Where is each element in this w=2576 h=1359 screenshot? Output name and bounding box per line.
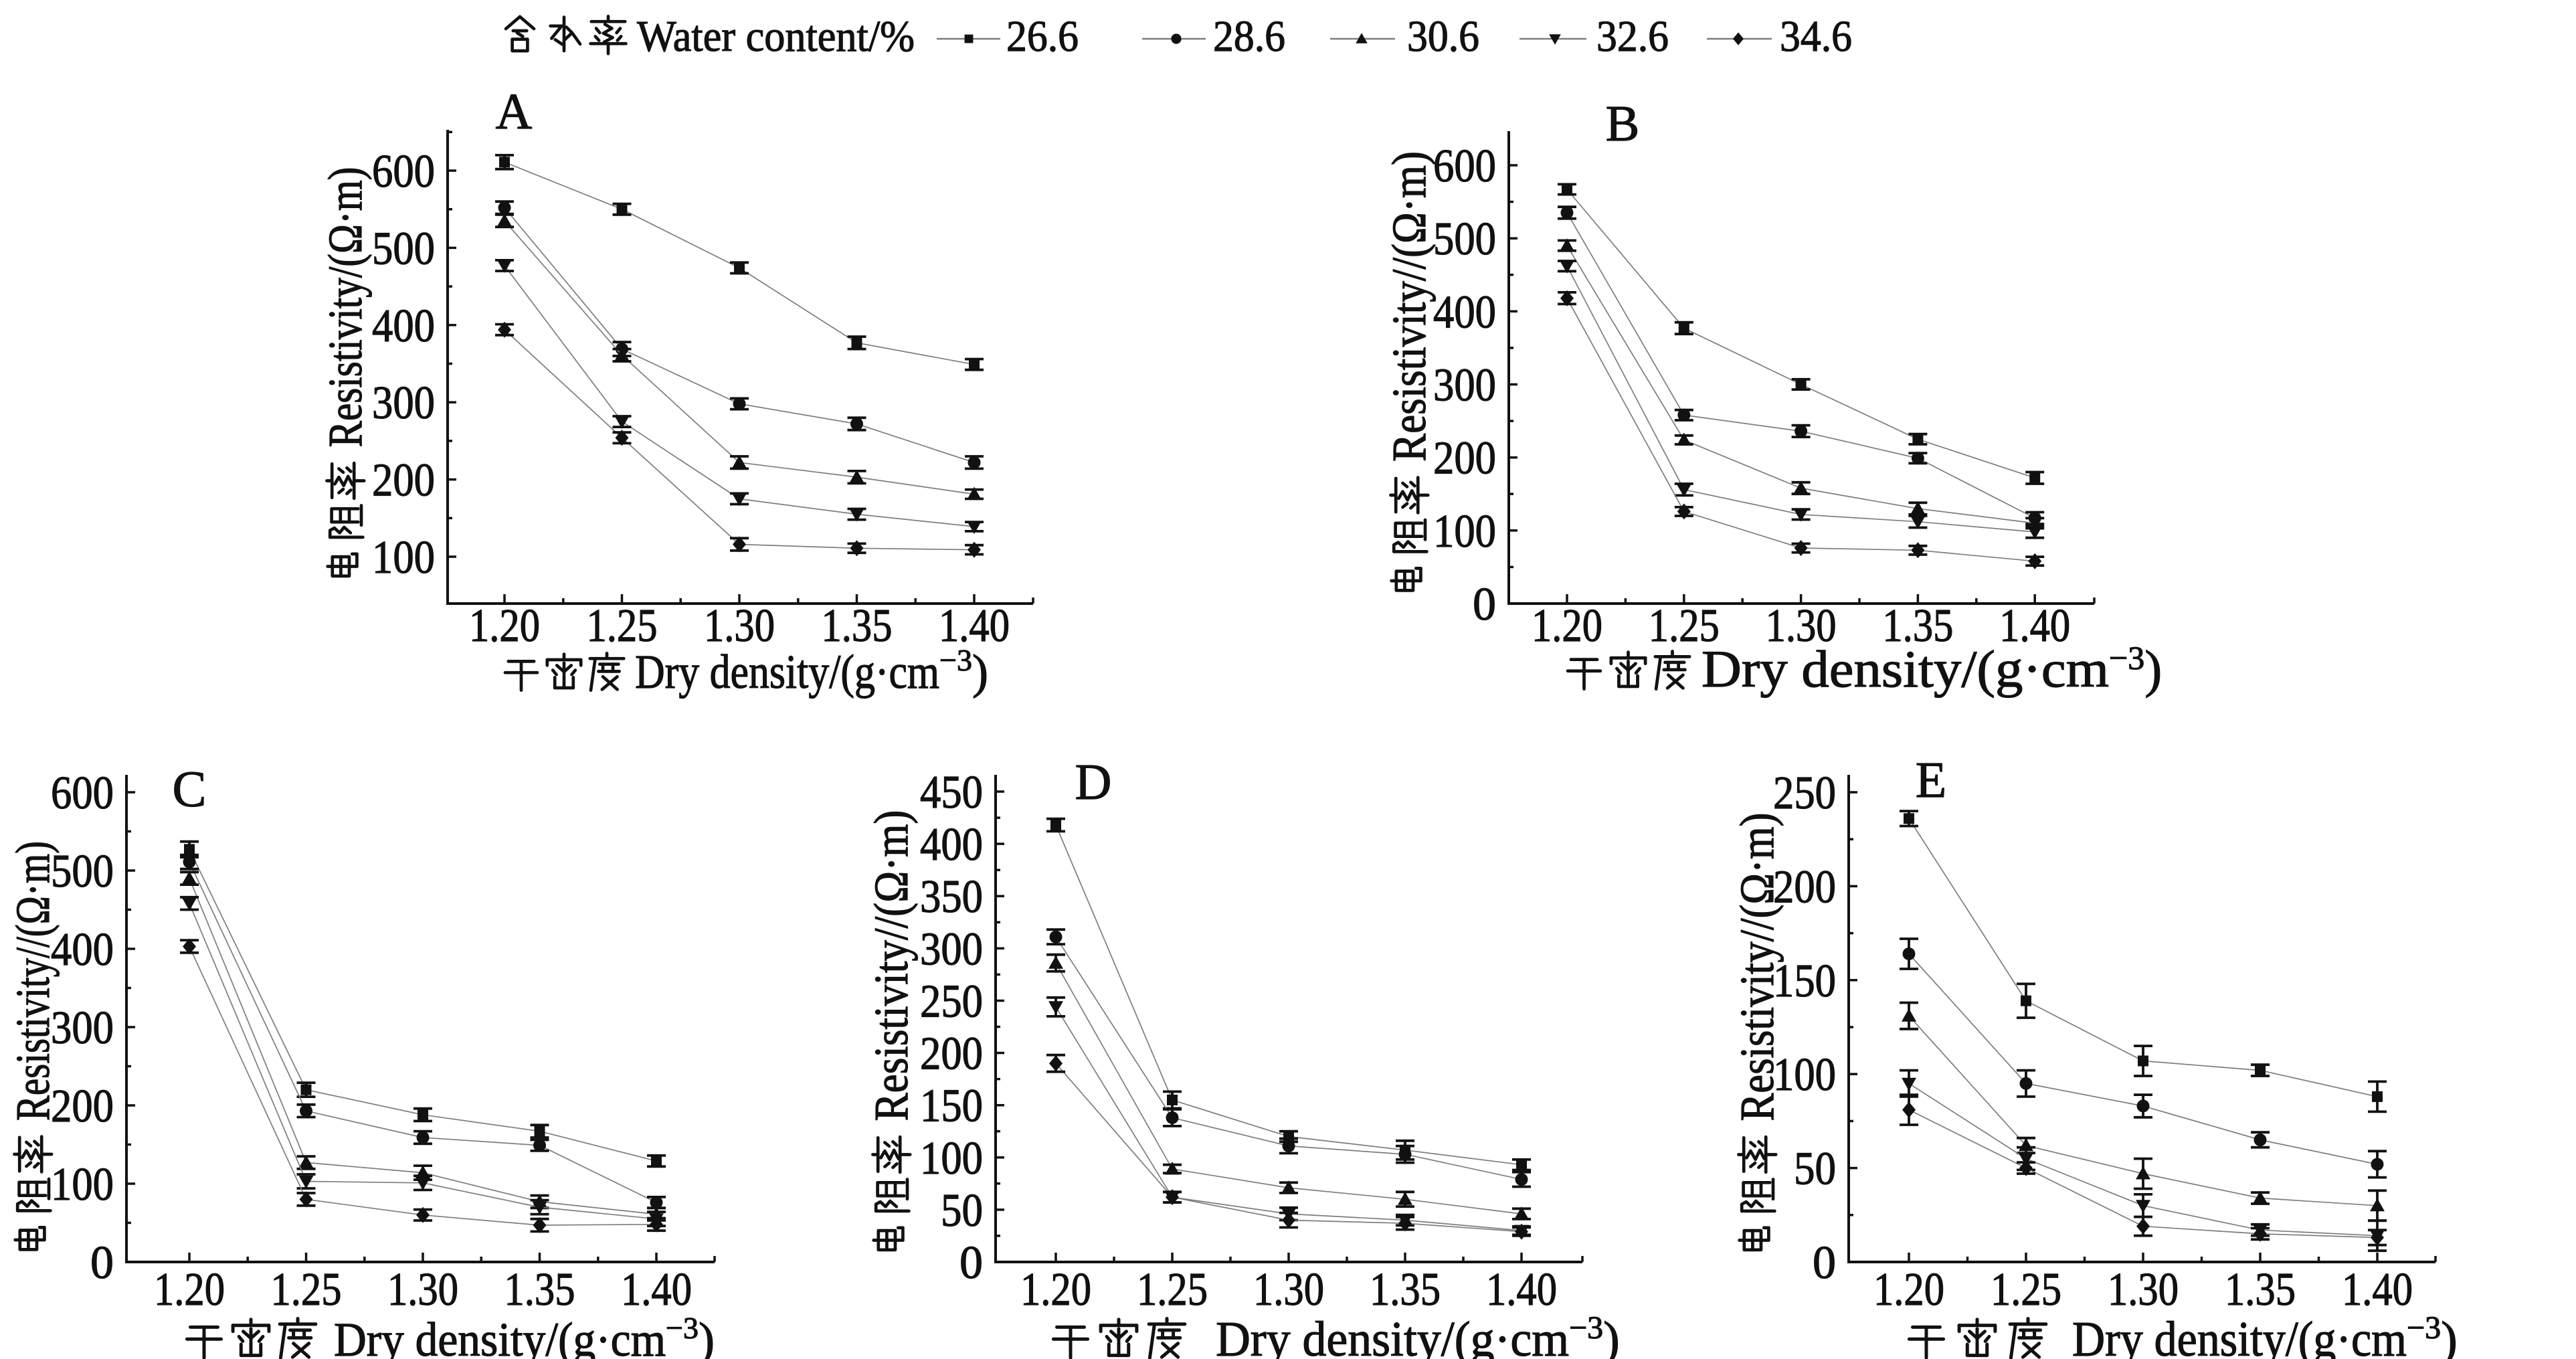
svg-text:1.40: 1.40: [2342, 1264, 2413, 1316]
svg-text:100: 100: [1773, 1049, 1836, 1101]
svg-text:30.6: 30.6: [1407, 12, 1479, 61]
svg-text:1.25: 1.25: [1137, 1264, 1208, 1316]
svg-text:Resistivity//(Ω·m): Resistivity//(Ω·m): [6, 841, 60, 1121]
svg-text:1.25: 1.25: [1991, 1264, 2061, 1316]
svg-text:0: 0: [90, 1237, 114, 1289]
svg-text:400: 400: [372, 300, 435, 352]
svg-text:1.20: 1.20: [469, 600, 540, 652]
svg-text:400: 400: [51, 924, 114, 976]
svg-text:400: 400: [1433, 286, 1496, 338]
svg-text:600: 600: [51, 767, 114, 819]
svg-text:150: 150: [1773, 956, 1836, 1007]
svg-text:1.30: 1.30: [1766, 600, 1837, 652]
svg-text:300: 300: [1433, 360, 1496, 412]
svg-text:Dry density/(g·cm−3): Dry density/(g·cm−3): [1216, 1310, 1620, 1359]
svg-text:0: 0: [1473, 579, 1496, 630]
svg-text:Dry density/(g·cm−3): Dry density/(g·cm−3): [334, 1311, 715, 1359]
svg-text:300: 300: [51, 1002, 114, 1054]
svg-text:50: 50: [1794, 1144, 1836, 1195]
svg-text:600: 600: [1433, 141, 1496, 192]
svg-text:500: 500: [1433, 213, 1496, 265]
svg-text:1.40: 1.40: [1486, 1264, 1557, 1316]
svg-text:Resistivity//(Ω·m): Resistivity//(Ω·m): [864, 810, 918, 1121]
svg-text:100: 100: [51, 1159, 114, 1210]
svg-text:1.35: 1.35: [1882, 600, 1953, 652]
svg-text:100: 100: [920, 1133, 983, 1184]
svg-text:100: 100: [372, 532, 435, 583]
svg-text:Water content/%: Water content/%: [637, 12, 915, 61]
svg-text:1.20: 1.20: [1532, 600, 1602, 652]
svg-text:1.35: 1.35: [822, 600, 893, 652]
svg-text:150: 150: [920, 1081, 983, 1132]
svg-text:Dry density/(g·cm−3): Dry density/(g·cm−3): [635, 643, 988, 699]
svg-text:0: 0: [959, 1237, 983, 1289]
svg-text:Dry density/(g·cm−3): Dry density/(g·cm−3): [2072, 1310, 2458, 1359]
svg-text:350: 350: [920, 871, 983, 923]
svg-text:250: 250: [1773, 767, 1836, 819]
svg-text:450: 450: [920, 767, 983, 818]
svg-text:200: 200: [920, 1028, 983, 1080]
svg-text:Dry density/(g·cm−3): Dry density/(g·cm−3): [1701, 639, 2162, 698]
svg-text:1.20: 1.20: [1873, 1264, 1944, 1316]
svg-text:1.20: 1.20: [1020, 1264, 1091, 1316]
svg-text:400: 400: [920, 819, 983, 871]
svg-text:1.35: 1.35: [2225, 1264, 2296, 1316]
svg-text:D: D: [1075, 754, 1112, 810]
svg-text:100: 100: [1433, 506, 1496, 557]
svg-text:500: 500: [372, 223, 435, 274]
svg-text:0: 0: [1813, 1237, 1836, 1289]
svg-text:34.6: 34.6: [1780, 12, 1852, 61]
svg-text:1.40: 1.40: [939, 600, 1010, 652]
svg-text:1.30: 1.30: [387, 1264, 458, 1316]
svg-text:Resistivity//(Ω·m): Resistivity//(Ω·m): [1730, 813, 1784, 1121]
svg-text:B: B: [1606, 96, 1640, 152]
svg-text:600: 600: [372, 146, 435, 197]
svg-text:Resistivity/(Ω·m): Resistivity/(Ω·m): [318, 167, 372, 448]
svg-text:1.30: 1.30: [1253, 1264, 1324, 1316]
svg-text:1.35: 1.35: [1370, 1264, 1441, 1316]
svg-text:250: 250: [920, 976, 983, 1028]
svg-text:C: C: [173, 761, 207, 818]
svg-text:200: 200: [1773, 861, 1836, 913]
svg-text:1.40: 1.40: [1999, 600, 2070, 652]
svg-text:1.25: 1.25: [587, 600, 658, 652]
svg-text:200: 200: [51, 1081, 114, 1132]
svg-text:200: 200: [1433, 433, 1496, 484]
svg-text:1.30: 1.30: [704, 600, 775, 652]
svg-text:28.6: 28.6: [1213, 12, 1285, 61]
svg-text:26.6: 26.6: [1006, 12, 1079, 61]
svg-text:300: 300: [920, 923, 983, 975]
svg-text:32.6: 32.6: [1596, 12, 1669, 61]
svg-text:E: E: [1916, 752, 1946, 808]
svg-text:A: A: [496, 84, 533, 140]
svg-text:200: 200: [372, 455, 435, 507]
svg-text:Resistivity//(Ω·m): Resistivity//(Ω·m): [1382, 151, 1436, 462]
svg-text:300: 300: [372, 377, 435, 429]
svg-text:1.25: 1.25: [271, 1264, 342, 1316]
svg-text:1.40: 1.40: [621, 1264, 692, 1316]
svg-text:50: 50: [941, 1185, 983, 1237]
svg-text:500: 500: [51, 846, 114, 897]
svg-text:1.35: 1.35: [504, 1264, 575, 1316]
svg-text:1.20: 1.20: [154, 1264, 225, 1316]
svg-text:1.30: 1.30: [2108, 1264, 2179, 1316]
svg-text:1.25: 1.25: [1649, 600, 1720, 652]
